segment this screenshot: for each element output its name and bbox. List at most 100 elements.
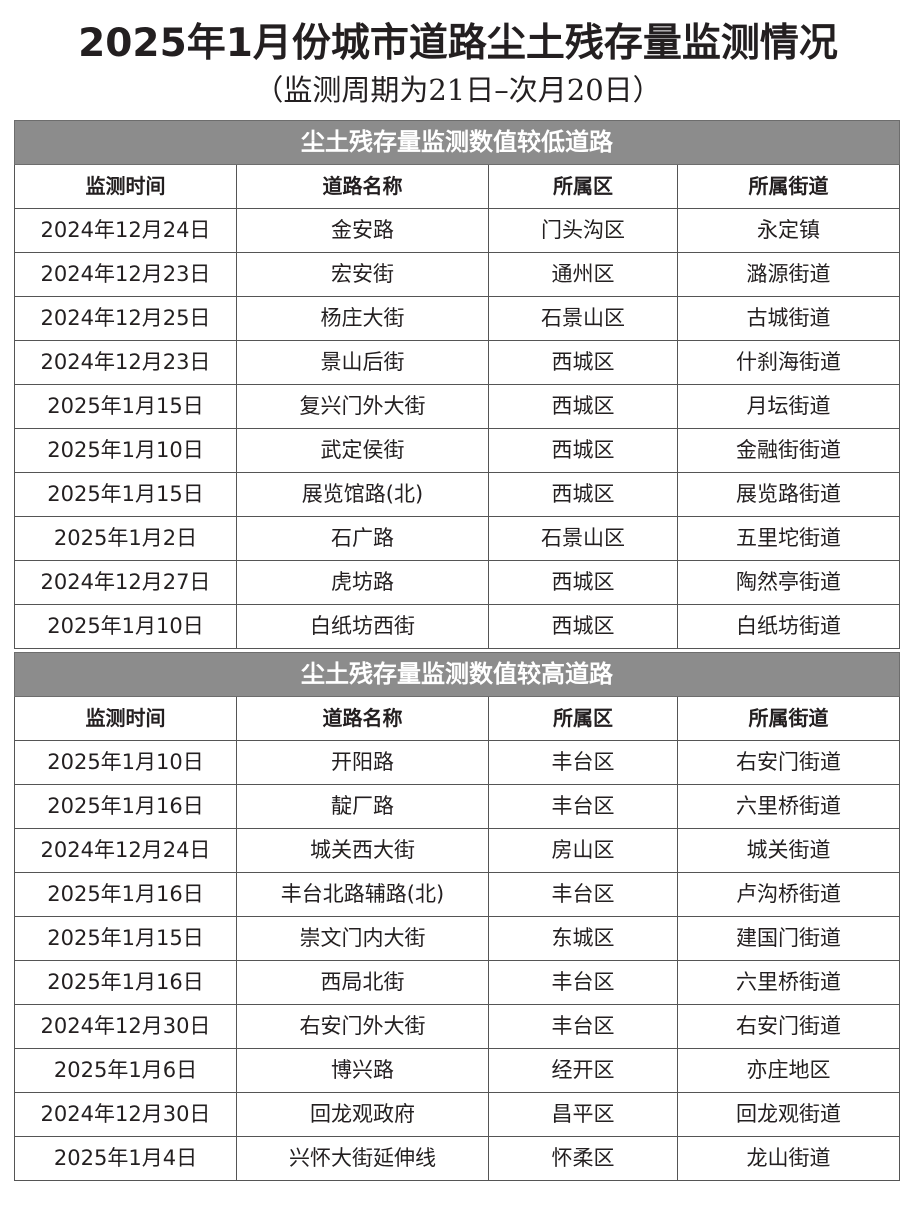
table-row: 2025年1月16日 西局北街 丰台区 六里桥街道 (14, 960, 900, 1005)
cell-road-name: 回龙观政府 (236, 1092, 489, 1137)
cell-district: 门头沟区 (488, 208, 678, 253)
table-row: 2024年12月23日 宏安街 通州区 潞源街道 (14, 252, 900, 297)
cell-road-name: 武定侯街 (236, 428, 489, 473)
cell-subdistrict: 城关街道 (677, 828, 900, 873)
cell-subdistrict: 建国门街道 (677, 916, 900, 961)
table-row: 2024年12月24日 金安路 门头沟区 永定镇 (14, 208, 900, 253)
table-row: 2025年1月4日 兴怀大街延伸线 怀柔区 龙山街道 (14, 1136, 900, 1181)
cell-district: 丰台区 (488, 960, 678, 1005)
cell-district: 西城区 (488, 384, 678, 429)
table-row: 2024年12月23日 景山后街 西城区 什刹海街道 (14, 340, 900, 385)
cell-monitor-date: 2025年1月10日 (14, 428, 237, 473)
table-row: 2025年1月10日 开阳路 丰台区 右安门街道 (14, 740, 900, 785)
cell-monitor-date: 2024年12月24日 (14, 828, 237, 873)
cell-subdistrict: 陶然亭街道 (677, 560, 900, 605)
cell-monitor-date: 2024年12月30日 (14, 1092, 237, 1137)
cell-subdistrict: 六里桥街道 (677, 784, 900, 829)
cell-monitor-date: 2025年1月2日 (14, 516, 237, 561)
cell-road-name: 金安路 (236, 208, 489, 253)
cell-district: 西城区 (488, 604, 678, 649)
cell-subdistrict: 月坛街道 (677, 384, 900, 429)
section-heading: 尘土残存量监测数值较高道路 (14, 652, 900, 697)
table-row: 2024年12月27日 虎坊路 西城区 陶然亭街道 (14, 560, 900, 605)
cell-district: 怀柔区 (488, 1136, 678, 1181)
cell-monitor-date: 2025年1月10日 (14, 604, 237, 649)
cell-subdistrict: 右安门街道 (677, 740, 900, 785)
cell-district: 西城区 (488, 428, 678, 473)
cell-road-name: 兴怀大街延伸线 (236, 1136, 489, 1181)
cell-district: 丰台区 (488, 784, 678, 829)
cell-subdistrict: 龙山街道 (677, 1136, 900, 1181)
column-header-road-name: 道路名称 (236, 696, 489, 741)
cell-monitor-date: 2024年12月25日 (14, 296, 237, 341)
table-row: 2024年12月24日 城关西大街 房山区 城关街道 (14, 828, 900, 873)
column-header-district: 所属区 (488, 696, 678, 741)
cell-monitor-date: 2024年12月23日 (14, 340, 237, 385)
cell-monitor-date: 2025年1月10日 (14, 740, 237, 785)
column-header-subdistrict: 所属街道 (677, 164, 900, 209)
cell-road-name: 复兴门外大街 (236, 384, 489, 429)
table-row: 2024年12月30日 回龙观政府 昌平区 回龙观街道 (14, 1092, 900, 1137)
cell-district: 昌平区 (488, 1092, 678, 1137)
table-row: 2025年1月6日 博兴路 经开区 亦庄地区 (14, 1048, 900, 1093)
low-dust-roads-table: 尘土残存量监测数值较低道路 监测时间 道路名称 所属区 所属街道 2024年12月24日金… (14, 120, 900, 649)
page-subtitle: （监测周期为21日–次月20日） (254, 73, 662, 107)
table-row: 2025年1月15日 复兴门外大街 西城区 月坛街道 (14, 384, 900, 429)
table-row: 2025年1月2日 石广路 石景山区 五里坨街道 (14, 516, 900, 561)
cell-district: 丰台区 (488, 740, 678, 785)
cell-monitor-date: 2024年12月23日 (14, 252, 237, 297)
cell-monitor-date: 2025年1月4日 (14, 1136, 237, 1181)
cell-subdistrict: 白纸坊街道 (677, 604, 900, 649)
cell-subdistrict: 什刹海街道 (677, 340, 900, 385)
cell-subdistrict: 回龙观街道 (677, 1092, 900, 1137)
cell-district: 丰台区 (488, 872, 678, 917)
table-row: 2025年1月15日 展览馆路(北) 西城区 展览路街道 (14, 472, 900, 517)
page-title: 2025年1月份城市道路尘土残存量监测情况 (78, 21, 838, 66)
cell-district: 丰台区 (488, 1004, 678, 1049)
section-heading: 尘土残存量监测数值较低道路 (14, 120, 900, 165)
column-header-subdistrict: 所属街道 (677, 696, 900, 741)
cell-road-name: 杨庄大街 (236, 296, 489, 341)
table-row: 2025年1月10日 白纸坊西街 西城区 白纸坊街道 (14, 604, 900, 649)
cell-road-name: 石广路 (236, 516, 489, 561)
table-row: 2025年1月15日 崇文门内大街 东城区 建国门街道 (14, 916, 900, 961)
cell-road-name: 开阳路 (236, 740, 489, 785)
cell-subdistrict: 古城街道 (677, 296, 900, 341)
cell-district: 石景山区 (488, 516, 678, 561)
cell-monitor-date: 2025年1月16日 (14, 960, 237, 1005)
cell-monitor-date: 2025年1月6日 (14, 1048, 237, 1093)
cell-subdistrict: 亦庄地区 (677, 1048, 900, 1093)
column-header-monitor-date: 监测时间 (14, 696, 237, 741)
table-row: 2024年12月25日 杨庄大街 石景山区 古城街道 (14, 296, 900, 341)
cell-subdistrict: 展览路街道 (677, 472, 900, 517)
cell-monitor-date: 2025年1月15日 (14, 384, 237, 429)
cell-district: 西城区 (488, 472, 678, 517)
cell-road-name: 崇文门内大街 (236, 916, 489, 961)
cell-district: 石景山区 (488, 296, 678, 341)
cell-subdistrict: 六里桥街道 (677, 960, 900, 1005)
cell-monitor-date: 2025年1月15日 (14, 916, 237, 961)
cell-subdistrict: 潞源街道 (677, 252, 900, 297)
table-row: 2024年12月30日 右安门外大街 丰台区 右安门街道 (14, 1004, 900, 1049)
cell-monitor-date: 2024年12月27日 (14, 560, 237, 605)
cell-road-name: 白纸坊西街 (236, 604, 489, 649)
cell-subdistrict: 永定镇 (677, 208, 900, 253)
cell-monitor-date: 2024年12月30日 (14, 1004, 237, 1049)
column-header-row: 监测时间 道路名称 所属区 所属街道 (14, 164, 900, 209)
cell-road-name: 博兴路 (236, 1048, 489, 1093)
cell-monitor-date: 2025年1月16日 (14, 784, 237, 829)
cell-road-name: 景山后街 (236, 340, 489, 385)
section-heading-row: 尘土残存量监测数值较低道路 (14, 120, 900, 165)
cell-road-name: 丰台北路辅路(北) (236, 872, 489, 917)
cell-monitor-date: 2024年12月24日 (14, 208, 237, 253)
cell-monitor-date: 2025年1月15日 (14, 472, 237, 517)
column-header-monitor-date: 监测时间 (14, 164, 237, 209)
cell-district: 东城区 (488, 916, 678, 961)
column-header-district: 所属区 (488, 164, 678, 209)
cell-subdistrict: 卢沟桥街道 (677, 872, 900, 917)
high-dust-roads-table: 尘土残存量监测数值较高道路 监测时间 道路名称 所属区 所属街道 2025年1月10日 开阳… (14, 652, 900, 1181)
cell-road-name: 靛厂路 (236, 784, 489, 829)
cell-monitor-date: 2025年1月16日 (14, 872, 237, 917)
cell-road-name: 宏安街 (236, 252, 489, 297)
cell-district: 通州区 (488, 252, 678, 297)
